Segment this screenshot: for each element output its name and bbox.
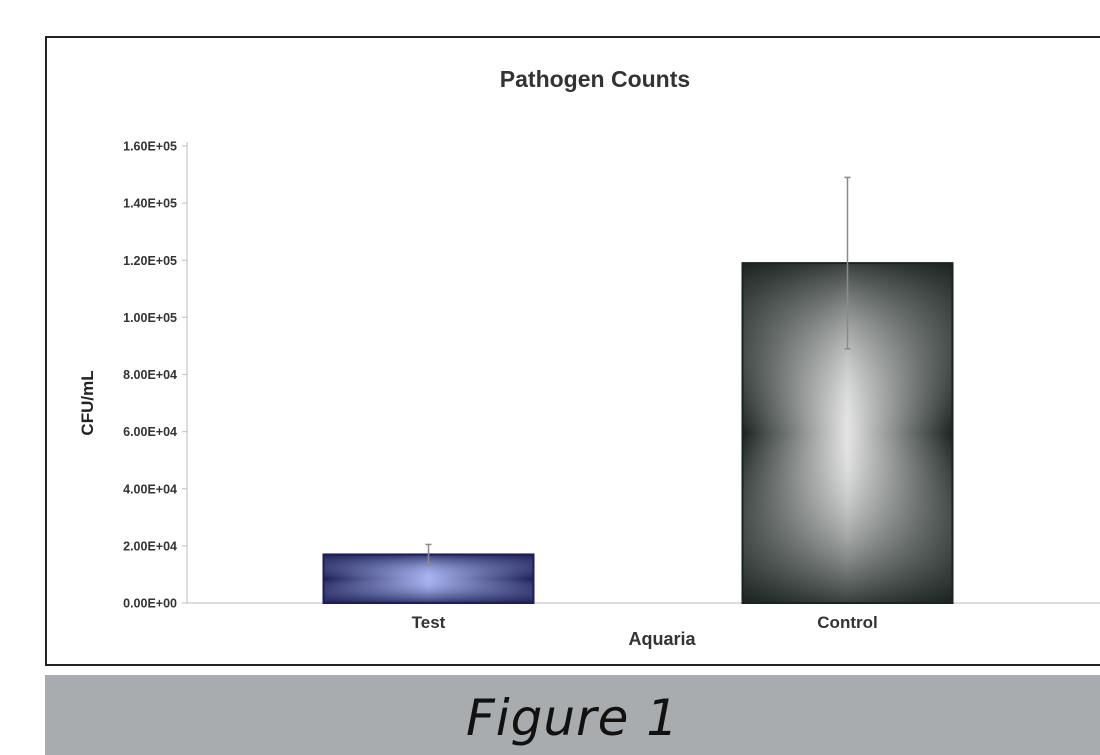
figure-caption-banner: Figure 1 — [45, 675, 1100, 755]
y-tick-label: 6.00E+04 — [123, 425, 177, 439]
bar-chart: Pathogen Counts CFU/mL Aquaria 0.00E+00 2… — [78, 66, 1100, 649]
chart-frame: Pathogen Counts CFU/mL Aquaria 0.00E+00 2… — [45, 36, 1100, 666]
y-tick-label: 1.60E+05 — [123, 140, 177, 154]
x-axis-label: Aquaria — [628, 629, 696, 649]
x-tick-label-test: Test — [412, 613, 446, 632]
y-tick-label: 4.00E+04 — [123, 482, 177, 496]
x-tick-label-control: Control — [817, 613, 877, 632]
y-tick-label: 1.20E+05 — [123, 254, 177, 268]
y-tick-label: 8.00E+04 — [123, 368, 177, 382]
y-tick-label: 1.40E+05 — [123, 197, 177, 211]
figure-caption: Figure 1 — [465, 689, 680, 747]
y-tick-label: 2.00E+04 — [123, 539, 177, 553]
chart-title: Pathogen Counts — [500, 66, 690, 92]
y-tick-label: 1.00E+05 — [123, 311, 177, 325]
y-tick-label: 0.00E+00 — [123, 597, 177, 611]
y-axis-label: CFU/mL — [78, 370, 97, 435]
